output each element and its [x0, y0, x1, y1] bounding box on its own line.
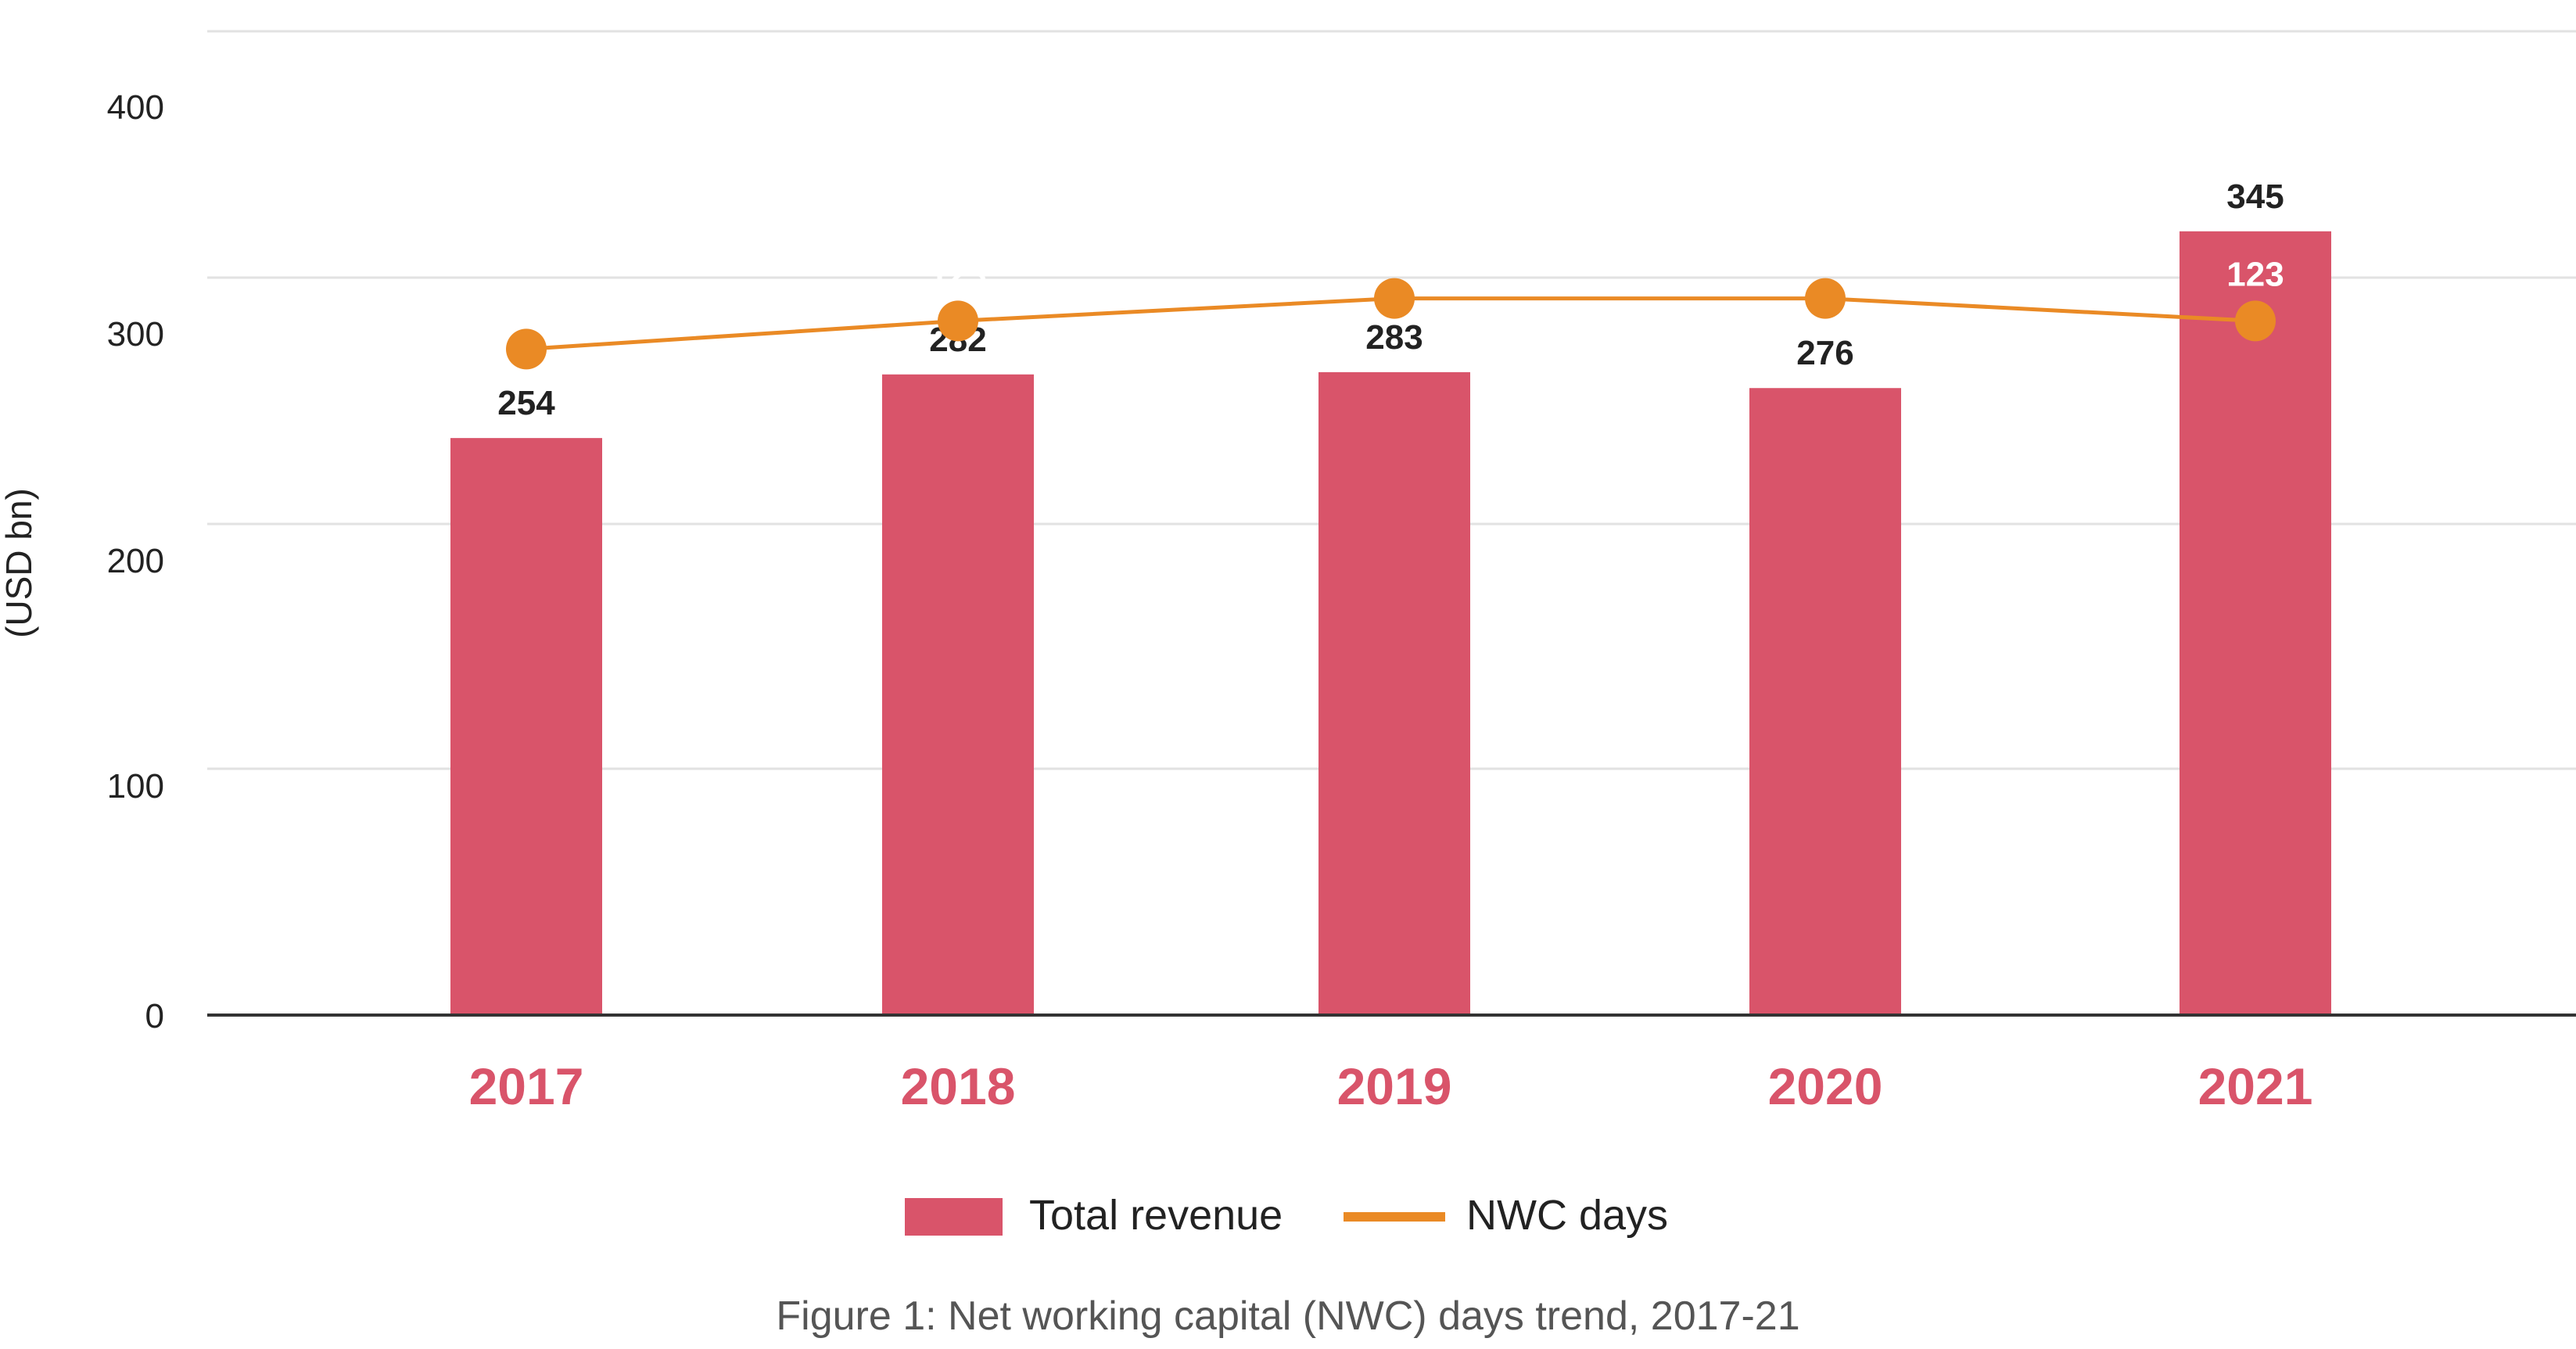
y-tick-label: 300: [107, 315, 164, 353]
bar-value-label: 345: [2226, 178, 2284, 216]
bar-2017: [450, 438, 602, 1015]
x-category-label: 2018: [901, 1057, 1016, 1115]
y-tick-label: 200: [107, 542, 164, 580]
legend: Total revenue NWC days: [905, 1192, 1668, 1239]
x-category-label: 2019: [1337, 1057, 1452, 1115]
figure-caption: Figure 1: Net working capital (NWC) days…: [776, 1293, 1799, 1339]
nwc-value-label: 123: [2226, 255, 2284, 293]
nwc-point-2021: [2235, 300, 2276, 342]
bar-2020: [1749, 388, 1901, 1016]
bar-value-label: 254: [497, 384, 555, 422]
nwc-point-2017: [506, 328, 547, 370]
legend-swatch-total-revenue: [905, 1198, 1003, 1236]
bar-value-label: 276: [1796, 334, 1853, 372]
x-axis-categories: 2017 2018 2019 2020 2021: [469, 1057, 2313, 1115]
x-category-label: 2021: [2198, 1057, 2313, 1115]
line-series: 118 123 127 127 123: [499, 233, 2284, 370]
y-axis-title: (USD bn): [0, 488, 39, 638]
y-tick-label: 400: [107, 88, 164, 127]
nwc-point-2019: [1374, 278, 1415, 319]
bar-2018: [882, 374, 1034, 1015]
legend-label-total-revenue: Total revenue: [1029, 1192, 1283, 1239]
nwc-value-label: 118: [499, 283, 554, 321]
nwc-point-2020: [1805, 278, 1846, 319]
nwc-point-2018: [938, 300, 978, 342]
nwc-value-label: 127: [1365, 233, 1423, 271]
bar-value-labels: 254282283276345: [497, 178, 2284, 422]
nwc-value-label: 127: [1796, 233, 1853, 271]
legend-label-nwc-days: NWC days: [1466, 1192, 1668, 1239]
bar-series: [450, 231, 2331, 1016]
x-category-label: 2017: [469, 1057, 584, 1115]
x-category-label: 2020: [1768, 1057, 1883, 1115]
y-tick-label: 0: [145, 997, 164, 1035]
bar-2021: [2180, 231, 2331, 1015]
y-tick-label: 100: [107, 767, 164, 805]
nwc-value-label: 123: [929, 255, 986, 293]
y-axis-ticks: 0 100 200 300 400: [107, 88, 164, 1035]
bar-2019: [1318, 371, 1470, 1015]
bar-value-label: 283: [1365, 318, 1423, 357]
